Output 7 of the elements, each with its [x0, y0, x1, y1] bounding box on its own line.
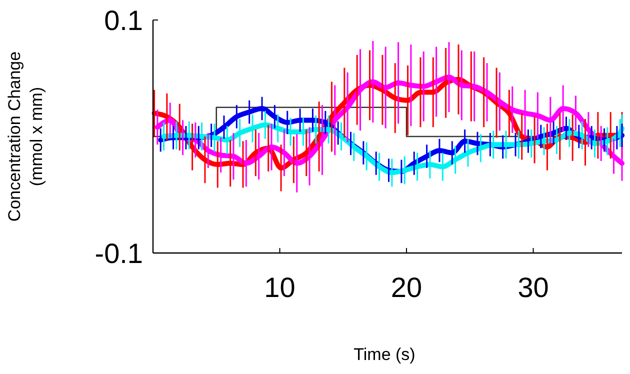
x-axis-title: Time (s) — [354, 345, 416, 364]
x-tick-label: 10 — [264, 272, 296, 303]
y-tick-label: 0.1 — [104, 4, 143, 36]
y-axis-title: Concentration Change (mmol x mm) — [5, 51, 46, 222]
x-tick-label: 20 — [390, 272, 422, 303]
y-tick-label: -0.1 — [94, 238, 143, 269]
x-tick-label: 30 — [518, 272, 549, 303]
